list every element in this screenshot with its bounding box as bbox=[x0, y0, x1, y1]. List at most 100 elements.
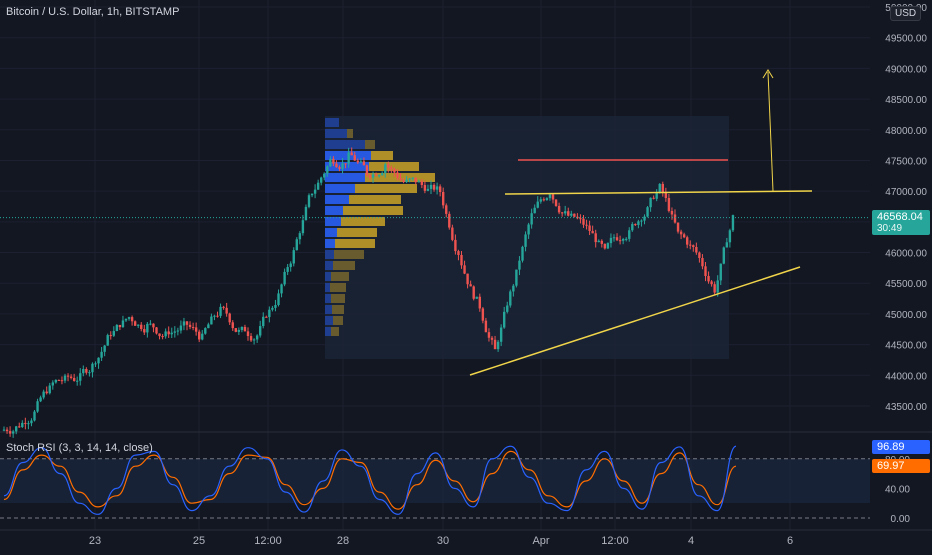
candle-body bbox=[478, 296, 481, 309]
candle-body bbox=[48, 385, 51, 394]
stoch-rsi-label[interactable]: Stoch RSI (3, 3, 14, 14, close) bbox=[6, 442, 153, 454]
price-tick-label: 44500.00 bbox=[885, 341, 927, 352]
candle-body bbox=[130, 317, 134, 322]
candle-body bbox=[30, 420, 33, 424]
currency-button[interactable]: USD bbox=[890, 6, 922, 21]
volume-profile-bar bbox=[343, 206, 403, 215]
candle-body bbox=[316, 182, 320, 190]
candle-body bbox=[710, 281, 713, 285]
candle-body bbox=[127, 317, 131, 319]
candle-body bbox=[518, 260, 521, 270]
candle-body bbox=[109, 335, 112, 337]
price-tick-label: 48000.00 bbox=[885, 126, 927, 137]
candle-body bbox=[393, 168, 396, 173]
candle-body bbox=[326, 166, 329, 174]
candle-body bbox=[475, 296, 478, 299]
volume-profile-bar bbox=[325, 294, 331, 303]
candle-body bbox=[310, 193, 314, 196]
time-tick-label: 12:00 bbox=[254, 535, 282, 547]
candle-body bbox=[384, 164, 387, 174]
candle-body bbox=[509, 291, 512, 306]
candle-body bbox=[219, 306, 222, 316]
candle-body bbox=[414, 177, 417, 183]
price-tick-label: 47000.00 bbox=[885, 187, 927, 198]
time-tick-label: 30 bbox=[437, 535, 449, 547]
candle-body bbox=[182, 321, 186, 326]
candle-body bbox=[713, 284, 716, 293]
candle-body bbox=[39, 397, 42, 402]
candle-body bbox=[332, 158, 335, 164]
volume-profile-bar bbox=[325, 140, 365, 149]
candle-body bbox=[612, 237, 616, 239]
rising-trendline[interactable] bbox=[469, 266, 801, 376]
volume-profile-bar bbox=[325, 316, 333, 325]
candle-body bbox=[124, 318, 128, 321]
candle-body bbox=[152, 323, 155, 328]
candle-body bbox=[567, 211, 570, 216]
candle-body bbox=[295, 239, 298, 251]
candle-body bbox=[594, 233, 597, 243]
candle-body bbox=[69, 376, 73, 378]
candle-body bbox=[618, 240, 622, 242]
candle-body bbox=[137, 324, 140, 326]
candle-body bbox=[658, 183, 661, 193]
candle-body bbox=[573, 213, 576, 217]
candle-body bbox=[377, 175, 381, 177]
candle-body bbox=[579, 218, 582, 220]
candle-body bbox=[417, 181, 420, 183]
candle-body bbox=[716, 280, 719, 293]
candle-body bbox=[670, 210, 674, 215]
candle-body bbox=[188, 324, 192, 328]
candle-body bbox=[466, 273, 469, 285]
candle-body bbox=[582, 218, 585, 225]
volume-profile-bar bbox=[331, 327, 339, 336]
candle-body bbox=[164, 331, 167, 337]
candle-body bbox=[289, 263, 292, 268]
candle-body bbox=[649, 197, 652, 208]
neckline-trendline[interactable] bbox=[504, 190, 813, 195]
candle-body bbox=[481, 308, 485, 321]
candle-body bbox=[298, 233, 302, 240]
candle-body bbox=[621, 239, 625, 241]
candle-body bbox=[204, 328, 207, 334]
candle-body bbox=[91, 363, 94, 373]
candle-body bbox=[493, 339, 497, 350]
candle-body bbox=[155, 327, 158, 334]
volume-profile-bar bbox=[325, 129, 347, 138]
candle-body bbox=[176, 330, 180, 332]
candle-body bbox=[448, 213, 451, 228]
candle-body bbox=[57, 379, 61, 381]
candle-body bbox=[686, 237, 689, 245]
target-arrow-shaft[interactable] bbox=[767, 71, 774, 192]
candle-body bbox=[725, 242, 729, 248]
candle-body bbox=[533, 207, 536, 214]
candle-body bbox=[146, 323, 149, 333]
symbol-title[interactable]: Bitcoin / U.S. Dollar, 1h, BITSTAMP bbox=[6, 6, 180, 18]
candle-body bbox=[76, 380, 79, 382]
candle-body bbox=[374, 174, 378, 176]
candle-body bbox=[496, 341, 500, 350]
volume-profile-bar bbox=[337, 228, 377, 237]
candle-body bbox=[634, 224, 637, 226]
candle-body bbox=[237, 329, 241, 332]
candle-body bbox=[8, 431, 12, 434]
candle-body bbox=[487, 332, 491, 338]
candle-body bbox=[85, 369, 88, 373]
candle-body bbox=[347, 152, 350, 164]
candle-body bbox=[432, 184, 436, 190]
volume-profile-bar bbox=[325, 184, 355, 193]
volume-profile-bar bbox=[369, 162, 419, 171]
candle-body bbox=[140, 324, 143, 330]
candle-body bbox=[21, 422, 24, 428]
rsi-level-label: 0.00 bbox=[891, 514, 911, 525]
candle-body bbox=[228, 313, 231, 323]
volume-profile-bar bbox=[335, 239, 375, 248]
candle-body bbox=[82, 369, 85, 374]
candle-body bbox=[365, 165, 369, 176]
candle-body bbox=[362, 161, 366, 166]
candle-body bbox=[643, 216, 646, 221]
candle-body bbox=[408, 178, 411, 180]
candle-body bbox=[185, 321, 189, 325]
